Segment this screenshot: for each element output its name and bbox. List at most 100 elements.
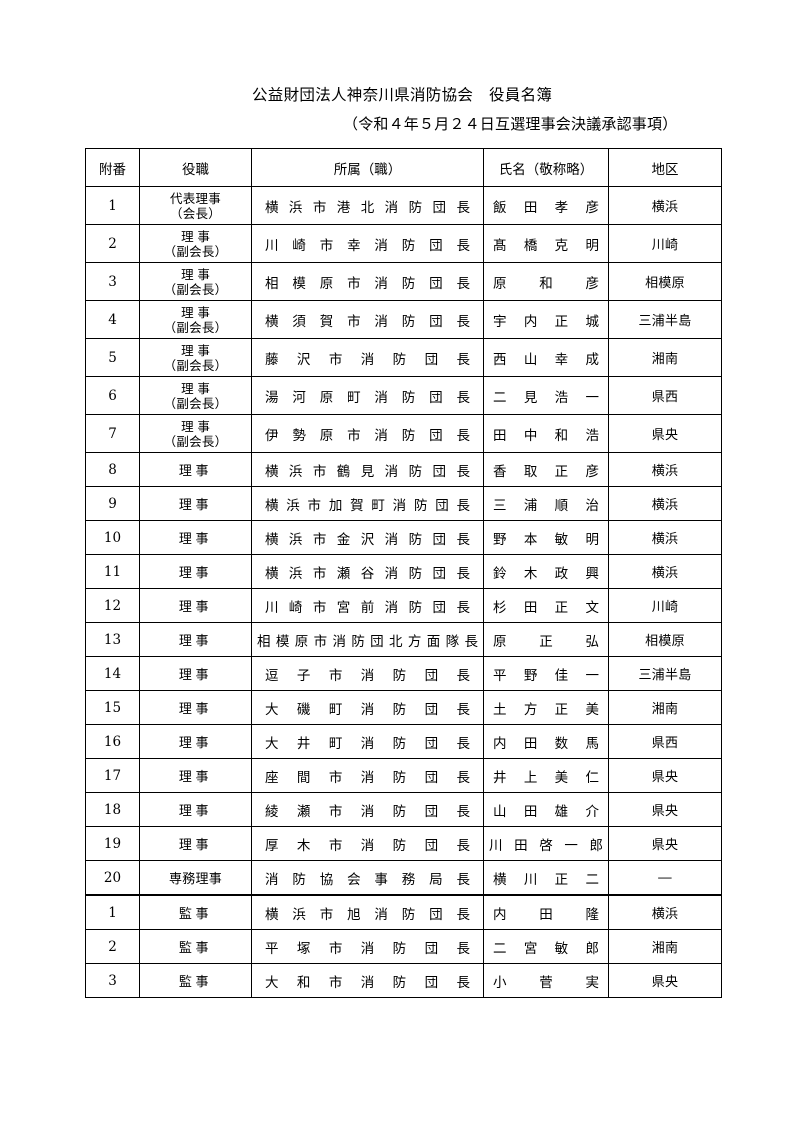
table-row: 15 理事 大磯町消防団長 土方正美 湘南 [85, 690, 722, 725]
table-row: 10 理事 横浜市金沢消防団長 野本敏明 横浜 [85, 520, 722, 555]
cell-org: 横浜市瀬谷消防団長 [251, 554, 484, 589]
cell-area: 川崎 [608, 588, 722, 623]
cell-no: 11 [85, 554, 140, 589]
table-row: 2 監事 平塚市消防団長 二宮敏郎 湘南 [85, 929, 722, 964]
post-line-1: 理事 [181, 304, 214, 320]
column-header-name: 氏名（敬称略） [483, 148, 609, 187]
cell-no: 15 [85, 690, 140, 725]
name-text: 鈴木政興 [493, 565, 599, 582]
cell-area: 県央 [608, 414, 722, 453]
name-text: 田中和浩 [493, 427, 599, 444]
org-text: 相模原市消防団北方面隊長 [257, 633, 478, 650]
name-text: 西山幸成 [493, 351, 599, 368]
name-text: 野本敏明 [493, 531, 599, 548]
cell-area: 県央 [608, 826, 722, 861]
org-text: 平塚市消防団長 [265, 940, 470, 957]
cell-org: 横浜市金沢消防団長 [251, 520, 484, 555]
cell-name: 小菅実 [483, 963, 609, 998]
cell-name: 鈴木政興 [483, 554, 609, 589]
post-line-2: （副会長） [163, 281, 228, 297]
cell-no: 1 [85, 186, 140, 225]
name-text: 平野佳一 [493, 667, 599, 684]
org-text: 藤沢市消防団長 [265, 351, 470, 368]
cell-post: 理事 （副会長） [139, 414, 252, 453]
org-text: 川崎市幸消防団長 [265, 237, 470, 254]
cell-name: 二見浩一 [483, 376, 609, 415]
cell-name: 髙橋克明 [483, 224, 609, 263]
name-text: 三浦順治 [493, 497, 599, 514]
cell-no: 6 [85, 376, 140, 415]
org-text: 横浜市加賀町消防団長 [265, 497, 470, 514]
cell-no: 18 [85, 792, 140, 827]
table-row: 6 理事 （副会長） 湯河原町消防団長 二見浩一 県西 [85, 376, 722, 415]
cell-post: 理事 [139, 588, 252, 623]
cell-org: 川崎市宮前消防団長 [251, 588, 484, 623]
table-row: 14 理事 逗子市消防団長 平野佳一 三浦半島 [85, 656, 722, 691]
cell-org: 相模原市消防団北方面隊長 [251, 622, 484, 657]
cell-no: 12 [85, 588, 140, 623]
cell-area: 湘南 [608, 690, 722, 725]
name-text: 川田啓一郎 [489, 837, 603, 854]
org-text: 横浜市港北消防団長 [265, 199, 470, 216]
org-text: 座間市消防団長 [265, 769, 470, 786]
post-line-2: （会長） [169, 205, 221, 221]
cell-no: 13 [85, 622, 140, 657]
cell-name: 宇内正城 [483, 300, 609, 339]
cell-name: 杉田正文 [483, 588, 609, 623]
cell-no: 10 [85, 520, 140, 555]
cell-no: 14 [85, 656, 140, 691]
cell-area: ― [608, 860, 722, 896]
table-row: 11 理事 横浜市瀬谷消防団長 鈴木政興 横浜 [85, 554, 722, 589]
post-line-2: （副会長） [163, 395, 228, 411]
name-text: 宇内正城 [493, 313, 599, 330]
cell-area: 横浜 [608, 186, 722, 225]
org-text: 横浜市旭消防団長 [265, 906, 470, 923]
cell-area: 県西 [608, 724, 722, 759]
cell-post: 理事 （副会長） [139, 376, 252, 415]
cell-area: 三浦半島 [608, 656, 722, 691]
table-row: 9 理事 横浜市加賀町消防団長 三浦順治 横浜 [85, 486, 722, 521]
cell-name: 野本敏明 [483, 520, 609, 555]
cell-area: 横浜 [608, 452, 722, 487]
cell-post: 理事 [139, 520, 252, 555]
name-text: 内田数馬 [493, 735, 599, 752]
cell-org: 川崎市幸消防団長 [251, 224, 484, 263]
org-text: 大磯町消防団長 [265, 701, 470, 718]
name-text: 飯田孝彦 [493, 199, 599, 216]
org-text: 逗子市消防団長 [265, 667, 470, 684]
org-text: 厚木市消防団長 [265, 837, 470, 854]
cell-org: 平塚市消防団長 [251, 929, 484, 964]
column-header-org: 所属（職） [251, 148, 484, 187]
post-line-1: 理事 [181, 228, 214, 244]
org-text: 横浜市瀬谷消防団長 [265, 565, 470, 582]
name-text: 小菅実 [493, 974, 599, 991]
cell-post: 理事 [139, 724, 252, 759]
cell-no: 2 [85, 929, 140, 964]
cell-post: 理事 （副会長） [139, 224, 252, 263]
cell-no: 4 [85, 300, 140, 339]
cell-no: 3 [85, 262, 140, 301]
org-text: 相模原市消防団長 [265, 275, 470, 292]
org-text: 横浜市鶴見消防団長 [265, 463, 470, 480]
table-row: 2 理事 （副会長） 川崎市幸消防団長 髙橋克明 川崎 [85, 224, 722, 263]
cell-post: 理事 [139, 452, 252, 487]
cell-org: 横須賀市消防団長 [251, 300, 484, 339]
cell-org: 大井町消防団長 [251, 724, 484, 759]
org-text: 伊勢原市消防団長 [265, 427, 470, 444]
cell-name: 田中和浩 [483, 414, 609, 453]
table-row: 3 理事 （副会長） 相模原市消防団長 原和彦 相模原 [85, 262, 722, 301]
name-text: 髙橋克明 [493, 237, 599, 254]
cell-no: 7 [85, 414, 140, 453]
cell-area: 相模原 [608, 262, 722, 301]
table-row: 4 理事 （副会長） 横須賀市消防団長 宇内正城 三浦半島 [85, 300, 722, 339]
cell-org: 横浜市鶴見消防団長 [251, 452, 484, 487]
cell-post: 理事 [139, 622, 252, 657]
cell-no: 5 [85, 338, 140, 377]
table-row: 18 理事 綾瀬市消防団長 山田雄介 県央 [85, 792, 722, 827]
cell-name: 平野佳一 [483, 656, 609, 691]
cell-no: 2 [85, 224, 140, 263]
cell-post: 理事 [139, 758, 252, 793]
cell-post: 代表理事 （会長） [139, 186, 252, 225]
cell-post: 理事 [139, 656, 252, 691]
org-text: 綾瀬市消防団長 [265, 803, 470, 820]
